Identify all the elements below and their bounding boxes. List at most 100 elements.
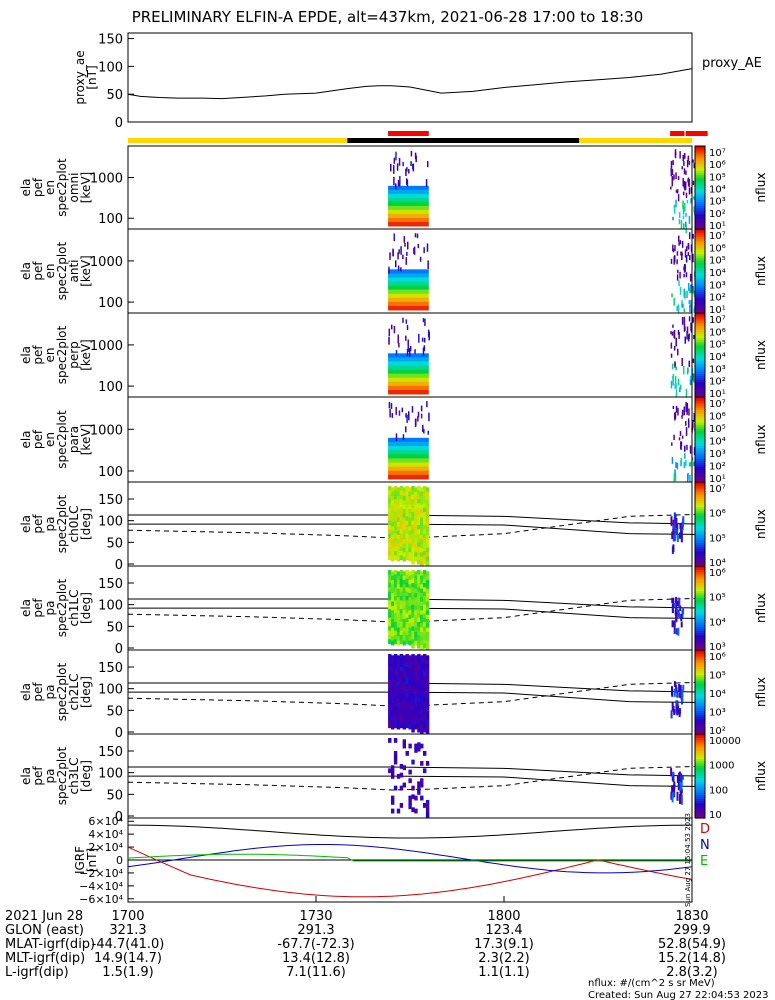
pitch-angle-cell bbox=[405, 684, 409, 690]
spectrogram-speckle bbox=[395, 433, 398, 442]
pitch-angle-cell bbox=[425, 500, 430, 506]
pitch-angle-cell bbox=[420, 681, 424, 687]
y-axis-label: spec2plot bbox=[55, 494, 69, 553]
spectrogram-speckle bbox=[388, 266, 390, 274]
pitch-angle-cell bbox=[396, 668, 401, 674]
colorbar-tick-label: 10⁶ bbox=[709, 509, 726, 520]
colorbar-tick-label: 10⁶ bbox=[709, 327, 726, 338]
spectrogram-speckle bbox=[686, 371, 689, 375]
pitch-angle-cell bbox=[393, 639, 398, 645]
spectrogram-speckle bbox=[688, 300, 691, 305]
pitch-angle-cell bbox=[414, 605, 418, 611]
pitch-angle-cell bbox=[402, 618, 407, 624]
colorbar-cell bbox=[695, 475, 705, 479]
spectrogram-speckle bbox=[678, 241, 680, 246]
pitch-angle-cell bbox=[414, 655, 418, 661]
colorbar-cell bbox=[695, 561, 705, 565]
colorbar-cell bbox=[695, 477, 705, 481]
pitch-angle-cell bbox=[420, 618, 424, 624]
pitch-angle-cell bbox=[390, 655, 395, 661]
pitch-angle-cell bbox=[405, 546, 409, 552]
pitch-angle-cell bbox=[396, 517, 401, 523]
pitch-angle-cell bbox=[417, 719, 421, 724]
pitch-angle-cell bbox=[402, 655, 407, 661]
pitch-angle-cell bbox=[393, 587, 398, 593]
y-axis-label: pa bbox=[43, 769, 57, 784]
pitch-angle-cell bbox=[411, 591, 415, 597]
spectrogram-speckle bbox=[408, 168, 410, 174]
pitch-angle-cell bbox=[672, 597, 675, 608]
pitch-angle-cell bbox=[393, 675, 398, 681]
pitch-angle-cell bbox=[411, 706, 415, 711]
pitch-angle-cell bbox=[422, 546, 427, 552]
colorbar-cell bbox=[695, 441, 705, 445]
colorbar-tick-label: 10⁴ bbox=[709, 617, 726, 628]
pitch-angle-cell bbox=[425, 605, 430, 611]
colorbar-cell bbox=[695, 306, 705, 310]
pitch-angle-cell bbox=[411, 559, 415, 565]
pitch-angle-cell bbox=[411, 617, 415, 623]
colorbar-cell bbox=[695, 277, 705, 280]
colorbar-cell bbox=[695, 407, 705, 411]
pitch-angle-cell bbox=[388, 635, 392, 640]
loss-cone-line bbox=[128, 766, 705, 777]
pitch-angle-cell bbox=[422, 727, 427, 733]
spectrogram-cell bbox=[388, 389, 429, 395]
pitch-angle-cell bbox=[405, 719, 409, 724]
pitch-angle-cell bbox=[405, 654, 409, 659]
spectrogram-speckle bbox=[684, 291, 686, 299]
spectrogram-speckle bbox=[397, 265, 400, 271]
pitch-angle-cell bbox=[388, 490, 392, 496]
pitch-angle-cell bbox=[411, 551, 415, 556]
pitch-angle-cell bbox=[390, 685, 395, 691]
pitch-angle-cell bbox=[417, 693, 421, 698]
pitch-angle-cell bbox=[396, 724, 401, 730]
pitch-angle-cell bbox=[396, 495, 401, 501]
colorbar-cell bbox=[695, 235, 705, 238]
pitch-angle-cell bbox=[678, 532, 681, 539]
pitch-angle-cell bbox=[411, 759, 415, 765]
spectrogram-speckle bbox=[399, 175, 401, 185]
spectrogram-speckle bbox=[673, 472, 676, 482]
colorbar-cell bbox=[695, 532, 705, 536]
pitch-angle-cell bbox=[420, 644, 424, 650]
pitch-angle-cell bbox=[399, 507, 404, 513]
spectrogram-speckle bbox=[684, 183, 686, 191]
pitch-angle-cell bbox=[393, 507, 398, 513]
colorbar-cell bbox=[695, 616, 705, 620]
spectrogram-speckle bbox=[397, 252, 399, 260]
colorbar-cell bbox=[695, 664, 705, 668]
spectrogram-speckle bbox=[681, 316, 684, 325]
pitch-angle-cell bbox=[676, 690, 679, 698]
pitch-angle-cell bbox=[390, 601, 395, 607]
spectrogram-cell bbox=[388, 297, 429, 303]
pitch-angle-cell bbox=[673, 781, 676, 790]
y-axis-label: IGRF bbox=[73, 846, 87, 874]
spectrogram-speckle bbox=[686, 290, 688, 298]
colorbar-cell bbox=[695, 746, 705, 750]
spectrogram-speckle bbox=[687, 156, 690, 162]
pitch-angle-cell bbox=[388, 604, 392, 610]
colorbar-cell bbox=[695, 773, 705, 777]
pitch-angle-cell bbox=[388, 675, 392, 681]
loss-cone-line bbox=[128, 514, 705, 525]
pitch-angle-cell bbox=[425, 571, 430, 577]
colorbar-label: nflux bbox=[754, 509, 768, 539]
colorbar-cell bbox=[695, 507, 705, 510]
colorbar-cell bbox=[695, 557, 705, 561]
pitch-angle-cell bbox=[408, 508, 412, 514]
colorbar-cell bbox=[695, 231, 705, 234]
pitch-angle-cell bbox=[417, 609, 421, 614]
pitch-angle-cell bbox=[399, 658, 404, 664]
pitch-angle-cell bbox=[425, 702, 430, 708]
pitch-angle-cell bbox=[399, 486, 404, 491]
spectrogram-speckle bbox=[400, 246, 402, 255]
pitch-angle-cell bbox=[402, 543, 407, 549]
pitch-angle-cell bbox=[414, 694, 418, 700]
pitch-angle-cell bbox=[417, 542, 421, 548]
pitch-angle-cell bbox=[425, 631, 430, 637]
pitch-angle-cell bbox=[402, 614, 407, 620]
spectrogram-speckle bbox=[689, 255, 691, 261]
pitch-angle-cell bbox=[388, 680, 392, 685]
colorbar-cell bbox=[695, 803, 705, 806]
